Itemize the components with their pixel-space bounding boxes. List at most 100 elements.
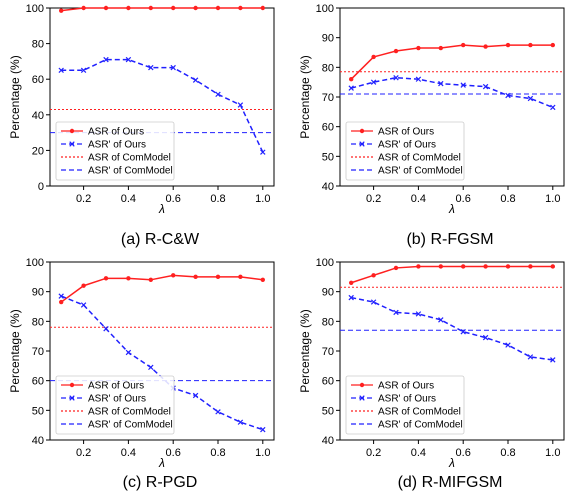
legend-label-asr-prime-commodel: ASR' of ComModel xyxy=(378,166,463,177)
data-point-asr-prime-ours xyxy=(260,149,266,155)
series-line-asr-ours xyxy=(350,265,553,284)
data-point-asr-ours xyxy=(260,5,265,11)
legend-marker-asr-ours xyxy=(69,128,75,134)
y-axis-label: Percentage (%) xyxy=(8,309,22,392)
data-point-asr-ours xyxy=(371,54,376,60)
data-point-asr-prime-ours xyxy=(348,85,354,91)
figure-caption: (c) R-PGD xyxy=(123,474,198,491)
data-point-asr-ours xyxy=(483,44,488,49)
legend-label-asr-prime-commodel: ASR' of ComModel xyxy=(88,166,173,177)
x-tick-label: 0.4 xyxy=(121,447,136,459)
data-point-asr-prime-ours xyxy=(215,91,221,98)
x-tick-label: 0.6 xyxy=(166,447,181,459)
data-point-asr-ours xyxy=(81,5,86,11)
data-point-asr-prime-ours xyxy=(215,409,221,415)
y-tick-label: 40 xyxy=(322,181,334,193)
y-axis-label: Percentage (%) xyxy=(298,55,312,138)
y-tick-label: 80 xyxy=(32,316,44,328)
legend-marker-asr-prime-ours xyxy=(69,395,75,401)
y-tick-label: 60 xyxy=(32,74,44,86)
data-point-asr-ours xyxy=(550,264,555,269)
y-tick-label: 80 xyxy=(322,316,334,328)
y-tick-label: 100 xyxy=(316,257,334,269)
x-tick-label: 0.8 xyxy=(210,193,225,205)
data-point-asr-prime-ours xyxy=(438,317,444,323)
data-point-asr-ours xyxy=(238,5,243,11)
data-point-asr-ours xyxy=(59,8,64,13)
data-point-asr-prime-ours xyxy=(125,349,132,356)
chart-panel-4: 40 50 60 70 80 90 100 0.2 0.4 0.6 0.8 1.0 λ Percentag… xyxy=(298,257,565,491)
series-line-asr-prime-ours xyxy=(351,76,554,109)
data-point-asr-ours xyxy=(171,5,176,11)
data-point-asr-ours xyxy=(349,77,354,82)
legend-marker-asr-prime-ours xyxy=(69,141,75,147)
data-point-asr-ours xyxy=(193,5,198,11)
x-tick-label: 0.6 xyxy=(456,447,471,459)
data-point-asr-ours xyxy=(238,274,243,280)
y-tick-label: 70 xyxy=(32,346,44,358)
y-tick-label: 100 xyxy=(26,3,44,15)
data-point-asr-prime-ours xyxy=(482,334,489,341)
data-point-asr-ours xyxy=(103,276,109,281)
legend-label-asr-ours: ASR of Ours xyxy=(88,381,144,392)
data-point-asr-prime-ours xyxy=(415,311,422,317)
data-point-asr-ours xyxy=(393,265,399,271)
x-axis-label: λ xyxy=(158,456,165,470)
y-tick-label: 100 xyxy=(316,3,334,15)
series-line-asr-ours xyxy=(61,7,263,12)
data-point-asr-ours xyxy=(393,48,399,54)
data-point-asr-prime-ours xyxy=(370,299,377,305)
y-tick-label: 20 xyxy=(32,145,44,157)
data-point-asr-prime-ours xyxy=(438,80,444,87)
data-point-asr-ours xyxy=(416,45,421,51)
data-point-asr-prime-ours xyxy=(460,328,466,335)
data-point-asr-ours xyxy=(505,42,511,48)
y-axis-label: Percentage (%) xyxy=(8,55,22,138)
legend-label-asr-prime-commodel: ASR' of ComModel xyxy=(378,420,463,431)
x-tick-label: 0.2 xyxy=(366,447,381,459)
y-tick-label: 100 xyxy=(26,257,44,269)
legend-label-asr-prime-ours: ASR' of Ours xyxy=(88,394,146,405)
data-point-asr-prime-ours xyxy=(237,102,244,108)
legend-label-asr-prime-commodel: ASR' of ComModel xyxy=(88,420,173,431)
data-point-asr-prime-ours xyxy=(80,67,87,74)
data-point-asr-ours xyxy=(438,264,443,269)
data-point-asr-prime-ours xyxy=(348,294,354,301)
y-tick-label: 80 xyxy=(322,62,334,74)
data-point-asr-ours xyxy=(260,277,265,282)
data-point-asr-ours xyxy=(505,264,511,269)
legend-marker-asr-ours xyxy=(359,128,365,134)
x-axis-label: λ xyxy=(448,202,455,216)
x-tick-label: 0.2 xyxy=(76,447,91,459)
legend: ASR of Ours ASR' of Ours ASR of ComModel AS… xyxy=(55,375,175,435)
x-tick-label: 0.8 xyxy=(210,447,225,459)
legend-label-asr-ours: ASR of Ours xyxy=(88,127,144,138)
legend-label-asr-commodel: ASR of ComModel xyxy=(378,153,461,164)
data-point-asr-prime-ours xyxy=(58,67,64,74)
data-point-asr-ours xyxy=(215,274,221,280)
x-tick-label: 0.8 xyxy=(500,193,515,205)
data-point-asr-prime-ours xyxy=(460,82,466,88)
series-line-asr-ours xyxy=(60,274,263,303)
data-point-asr-ours xyxy=(59,299,64,305)
legend: ASR of Ours ASR' of Ours ASR of ComModel AS… xyxy=(55,121,175,181)
data-point-asr-ours xyxy=(438,45,443,51)
data-point-asr-ours xyxy=(81,283,86,288)
data-point-asr-ours xyxy=(171,273,176,278)
legend-marker-asr-ours xyxy=(359,382,365,388)
y-tick-label: 0 xyxy=(38,181,44,193)
y-tick-label: 40 xyxy=(32,110,44,122)
x-tick-label: 0.4 xyxy=(121,193,136,205)
data-point-asr-ours xyxy=(148,5,153,11)
legend-label-asr-prime-ours: ASR' of Ours xyxy=(378,394,436,405)
legend-marker-asr-prime-ours xyxy=(359,141,365,147)
series-line-asr-prime-ours xyxy=(61,58,264,153)
y-tick-label: 60 xyxy=(322,376,334,388)
legend-marker-asr-prime-ours xyxy=(359,395,365,401)
x-tick-label: 0.4 xyxy=(411,447,426,459)
y-tick-label: 90 xyxy=(322,33,334,45)
x-tick-label: 1.0 xyxy=(255,193,270,205)
chart-panel-2: 40 50 60 70 80 90 100 0.2 0.4 0.6 0.8 1.0 λ Percentag… xyxy=(298,3,565,248)
data-point-asr-ours xyxy=(528,264,533,269)
